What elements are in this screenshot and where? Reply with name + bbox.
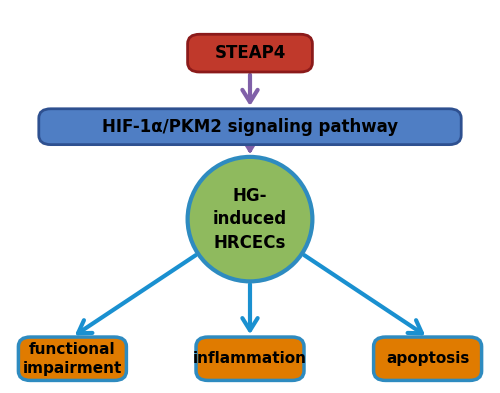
FancyArrowPatch shape bbox=[78, 255, 196, 333]
Text: apoptosis: apoptosis bbox=[386, 351, 469, 366]
Ellipse shape bbox=[188, 157, 312, 281]
Text: inflammation: inflammation bbox=[193, 351, 307, 366]
Text: STEAP4: STEAP4 bbox=[214, 44, 286, 62]
Text: functional
impairment: functional impairment bbox=[22, 342, 122, 376]
FancyArrowPatch shape bbox=[304, 255, 422, 333]
Text: HG-
induced
HRCECs: HG- induced HRCECs bbox=[213, 187, 287, 252]
FancyBboxPatch shape bbox=[188, 34, 312, 72]
FancyBboxPatch shape bbox=[374, 337, 482, 380]
FancyArrowPatch shape bbox=[242, 138, 258, 150]
FancyBboxPatch shape bbox=[39, 109, 461, 145]
FancyBboxPatch shape bbox=[18, 337, 126, 380]
Text: HIF-1α/PKM2 signaling pathway: HIF-1α/PKM2 signaling pathway bbox=[102, 118, 398, 136]
FancyBboxPatch shape bbox=[196, 337, 304, 380]
FancyArrowPatch shape bbox=[242, 284, 258, 331]
FancyArrowPatch shape bbox=[242, 75, 258, 102]
